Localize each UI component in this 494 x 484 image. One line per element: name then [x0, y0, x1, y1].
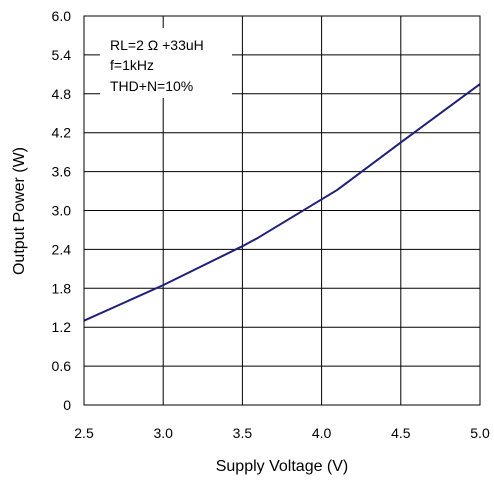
- annotation-thd: THD+N=10%: [110, 78, 193, 94]
- x-tick-label: 3.0: [153, 425, 173, 441]
- y-tick-label: 2.4: [52, 241, 72, 257]
- y-tick-label: 0: [63, 397, 71, 413]
- series-line: [83, 83, 481, 322]
- y-tick-label: 5.4: [52, 47, 72, 63]
- y-tick-label: 0.6: [52, 358, 72, 374]
- annotation-background: [100, 28, 232, 98]
- y-tick-label: 1.8: [52, 280, 72, 296]
- plot-frame: [83, 15, 481, 406]
- x-axis-title: Supply Voltage (V): [216, 458, 349, 475]
- y-axis-title: Output Power (W): [11, 147, 28, 275]
- annotation-frequency: f=1kHz: [110, 57, 154, 73]
- x-tick-label: 4.5: [391, 425, 411, 441]
- y-tick-label: 3.6: [52, 164, 72, 180]
- x-tick-label: 5.0: [470, 425, 490, 441]
- y-tick-label: 6.0: [52, 8, 72, 24]
- y-tick-label: 1.2: [52, 319, 72, 335]
- x-tick-label: 3.5: [233, 425, 253, 441]
- y-axis-ticks: 0 0.6 1.2 1.8 2.4 3.0 3.6 4.2 4.8 5.4 6.0: [52, 8, 72, 413]
- annotation-box: RL=2 Ω +33uH f=1kHz THD+N=10%: [100, 28, 232, 98]
- x-axis-ticks: 2.5 3.0 3.5 4.0 4.5 5.0: [74, 425, 490, 441]
- annotation-load: RL=2 Ω +33uH: [110, 37, 204, 53]
- series-layer: [83, 83, 481, 322]
- x-tick-label: 2.5: [74, 425, 94, 441]
- x-tick-label: 4.0: [312, 425, 332, 441]
- y-tick-label: 4.2: [52, 125, 72, 141]
- y-tick-label: 3.0: [52, 203, 72, 219]
- y-tick-label: 4.8: [52, 86, 72, 102]
